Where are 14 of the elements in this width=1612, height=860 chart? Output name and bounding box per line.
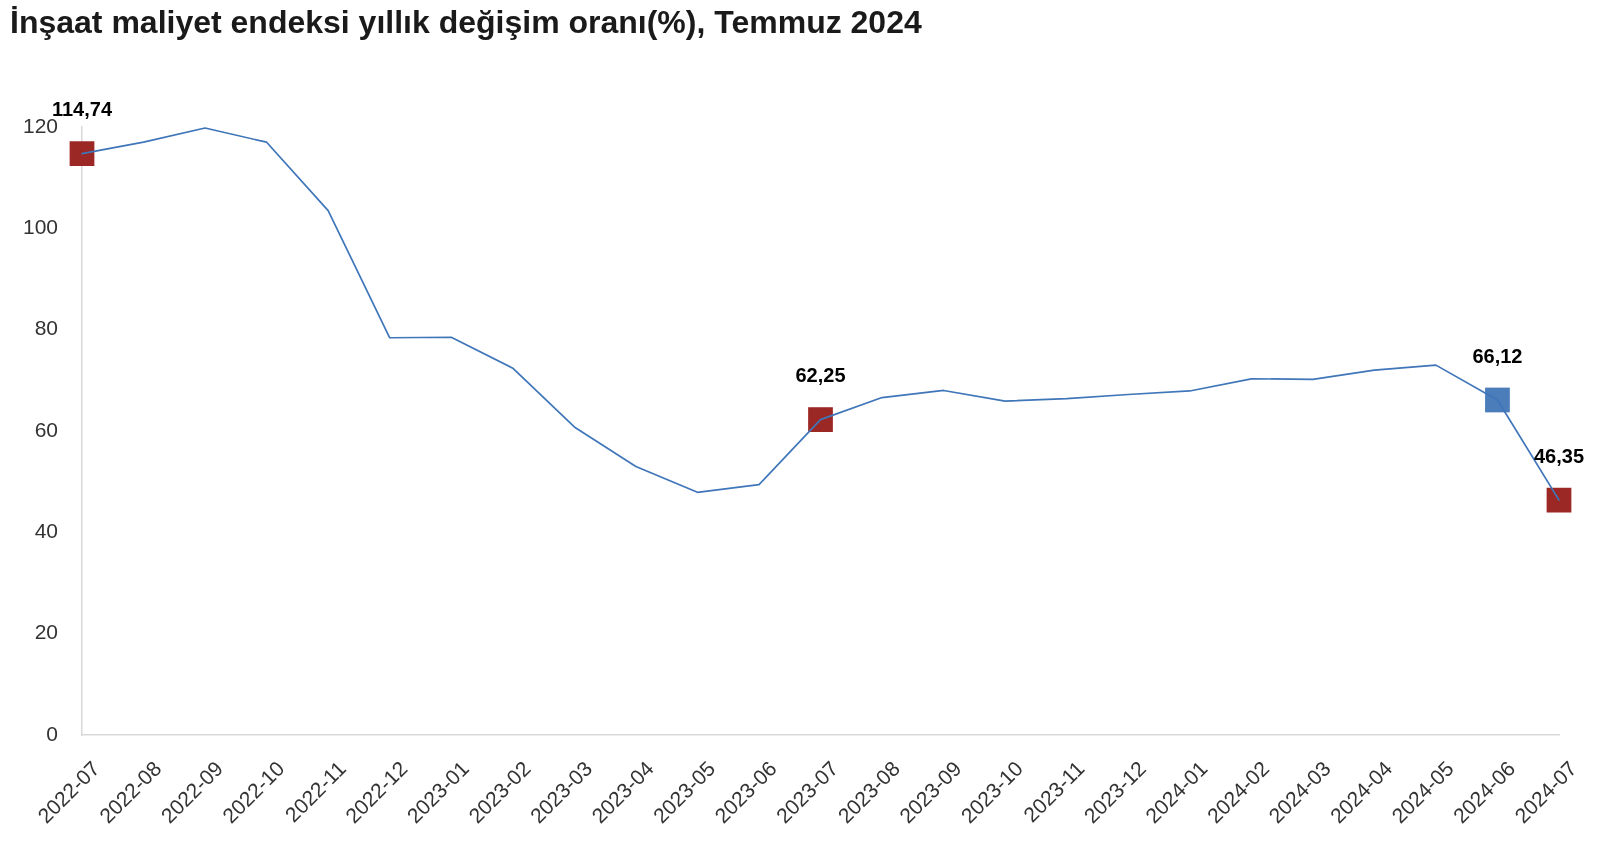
y-tick-label: 20 (34, 620, 58, 644)
y-tick-label: 80 (34, 316, 58, 340)
data-label: 66,12 (1472, 344, 1523, 367)
chart-title: İnşaat maliyet endeksi yıllık değişim oranı(%), Temmuz 2024 (10, 4, 922, 41)
point (69, 141, 95, 167)
y-tick-label: 60 (34, 417, 58, 441)
point (808, 407, 833, 432)
y-tick-label: 0 (46, 721, 58, 745)
y-tick-label: 100 (22, 215, 58, 239)
point (1485, 387, 1510, 413)
data-label: 46,35 (1533, 444, 1585, 467)
data-label: 62,25 (795, 364, 846, 387)
point (1546, 487, 1572, 513)
y-tick-label: 40 (34, 519, 58, 543)
